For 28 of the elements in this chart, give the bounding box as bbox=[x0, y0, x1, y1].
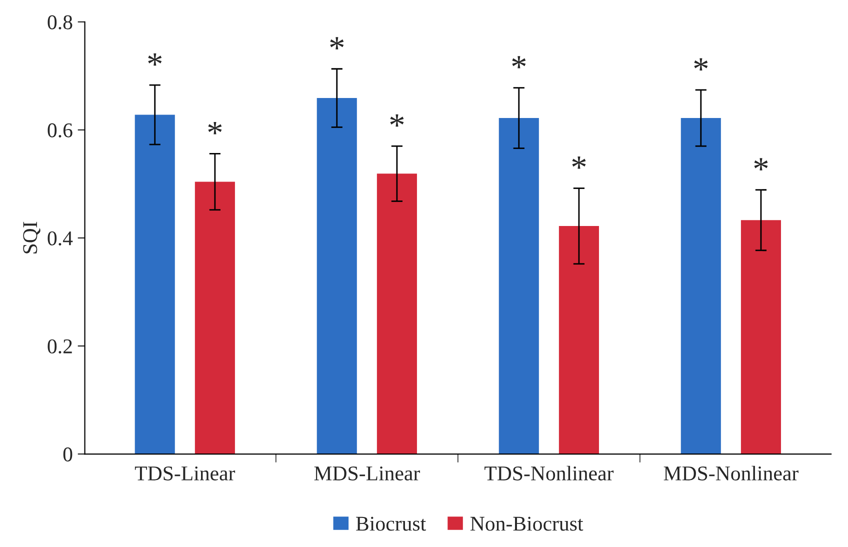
annotation: * bbox=[512, 56, 526, 68]
annotation: * bbox=[330, 37, 344, 50]
y-tick-label: 0.8 bbox=[48, 15, 72, 30]
x-tick-label: TDS-Linear bbox=[134, 466, 236, 480]
y-tick-label: 0 bbox=[63, 447, 72, 462]
annotation: * bbox=[694, 58, 708, 70]
x-tick-label: TDS-Nonlinear bbox=[484, 466, 614, 480]
y-tick-label: 0.2 bbox=[48, 339, 72, 354]
x-tick-label: MDS-Linear bbox=[314, 466, 420, 480]
legend-label: Non-Biocrust bbox=[470, 516, 584, 531]
x-tick-label: MDS-Nonlinear bbox=[664, 466, 798, 480]
bar bbox=[316, 98, 357, 454]
annotation: * bbox=[208, 122, 222, 134]
bar bbox=[558, 226, 599, 454]
y-tick-label: 0.4 bbox=[48, 231, 73, 246]
bar bbox=[498, 118, 539, 454]
annotation: * bbox=[572, 156, 586, 169]
bar bbox=[740, 220, 781, 454]
annotation: * bbox=[754, 158, 768, 170]
legend-label: Biocrust bbox=[356, 516, 426, 531]
bar bbox=[194, 182, 235, 454]
y-axis-title: SQI bbox=[23, 222, 40, 254]
annotation: * bbox=[390, 114, 404, 127]
bar bbox=[376, 174, 417, 454]
bar bbox=[680, 118, 721, 454]
y-tick-label: 0.6 bbox=[48, 123, 72, 138]
annotation: * bbox=[148, 53, 162, 66]
bar bbox=[134, 114, 175, 454]
